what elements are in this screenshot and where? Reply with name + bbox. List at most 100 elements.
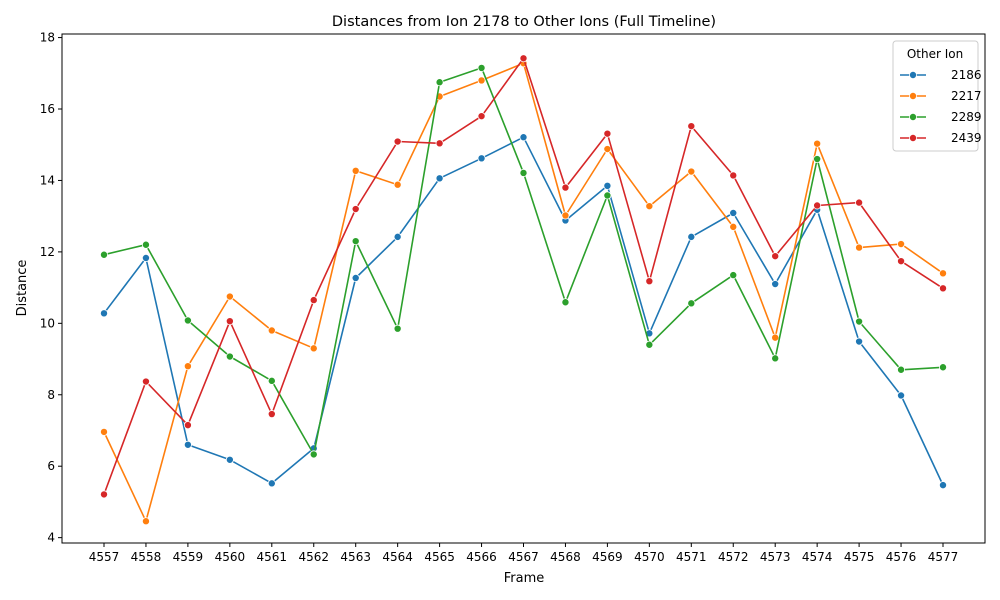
data-point — [603, 145, 612, 154]
data-point — [141, 517, 150, 526]
x-tick-label: 4570 — [634, 550, 665, 564]
x-tick-label: 4577 — [928, 550, 959, 564]
data-point — [813, 155, 822, 164]
y-tick-label: 6 — [47, 459, 55, 473]
legend-label: 2289 — [951, 110, 982, 124]
data-point — [645, 340, 654, 349]
x-tick-label: 4558 — [131, 550, 162, 564]
legend-label: 2217 — [951, 89, 982, 103]
legend-entry: 2289 — [900, 110, 982, 124]
data-point — [603, 129, 612, 138]
x-tick-label: 4567 — [508, 550, 539, 564]
data-point — [393, 232, 402, 241]
data-point — [687, 167, 696, 176]
legend-label: 2186 — [951, 68, 982, 82]
data-point — [897, 365, 906, 374]
data-point — [687, 299, 696, 308]
data-point — [519, 133, 528, 142]
series-2439 — [100, 54, 948, 499]
data-point — [183, 316, 192, 325]
data-point — [645, 202, 654, 211]
legend-entry: 2439 — [900, 131, 982, 145]
legend: Other Ion 2186 2217 2289 2439 — [892, 40, 982, 152]
data-point — [603, 191, 612, 200]
data-point — [855, 198, 864, 207]
data-point — [813, 201, 822, 210]
x-tick-label: 4573 — [760, 550, 791, 564]
data-point — [267, 410, 276, 419]
legend-marker — [909, 71, 918, 80]
legend-entry: 2186 — [900, 68, 982, 82]
data-point — [687, 122, 696, 131]
data-point — [939, 269, 948, 278]
x-tick-label: 4564 — [382, 550, 413, 564]
data-point — [897, 257, 906, 266]
y-tick-label: 8 — [47, 388, 55, 402]
data-point — [603, 181, 612, 190]
data-point — [687, 232, 696, 241]
x-tick-label: 4560 — [215, 550, 246, 564]
series-2289 — [100, 63, 948, 459]
data-point — [939, 481, 948, 490]
data-point — [351, 166, 360, 175]
data-point — [100, 250, 109, 259]
data-point — [771, 280, 780, 289]
data-point — [183, 362, 192, 371]
data-point — [141, 253, 150, 262]
data-point — [351, 205, 360, 214]
data-point — [855, 337, 864, 346]
data-point — [435, 139, 444, 148]
y-axis-title: Distance — [15, 260, 30, 317]
legend-marker — [909, 113, 918, 122]
data-point — [519, 54, 528, 63]
data-point — [141, 240, 150, 249]
legend-entry: 2217 — [900, 89, 982, 103]
x-tick-label: 4571 — [676, 550, 707, 564]
legend-marker — [909, 92, 918, 101]
data-point — [729, 171, 738, 180]
data-point — [519, 168, 528, 177]
x-tick-label: 4574 — [802, 550, 833, 564]
series-2217 — [100, 59, 948, 526]
data-point — [183, 421, 192, 430]
data-point — [897, 240, 906, 249]
data-point — [477, 154, 486, 163]
data-point — [100, 490, 109, 499]
x-axis-title: Frame — [504, 571, 545, 586]
x-tick-label: 4566 — [466, 550, 497, 564]
data-point — [309, 296, 318, 305]
data-point — [855, 243, 864, 252]
data-point — [561, 211, 570, 220]
data-point — [183, 440, 192, 449]
data-point — [435, 174, 444, 183]
data-point — [393, 324, 402, 333]
plot-area — [62, 34, 985, 543]
data-point — [771, 252, 780, 261]
y-tick-label: 12 — [40, 245, 55, 259]
x-tick-label: 4559 — [173, 550, 204, 564]
legend-marker — [909, 133, 918, 142]
data-point — [267, 479, 276, 488]
x-tick-label: 4575 — [844, 550, 875, 564]
legend-title: Other Ion — [907, 47, 963, 61]
data-point — [225, 317, 234, 326]
data-point — [477, 112, 486, 121]
y-tick-label: 4 — [47, 531, 55, 545]
data-point — [435, 78, 444, 87]
legend-label: 2439 — [951, 131, 982, 145]
y-tick-label: 14 — [40, 173, 55, 187]
data-point — [351, 237, 360, 246]
data-point — [729, 208, 738, 217]
data-point — [771, 333, 780, 342]
data-point — [939, 363, 948, 372]
data-point — [351, 273, 360, 282]
data-point — [645, 277, 654, 286]
data-point — [267, 376, 276, 385]
data-point — [813, 139, 822, 148]
data-point — [771, 354, 780, 363]
data-point — [225, 455, 234, 464]
x-tick-label: 4568 — [550, 550, 581, 564]
legend-box — [892, 40, 979, 152]
x-tick-label: 4565 — [424, 550, 455, 564]
data-point — [100, 427, 109, 436]
